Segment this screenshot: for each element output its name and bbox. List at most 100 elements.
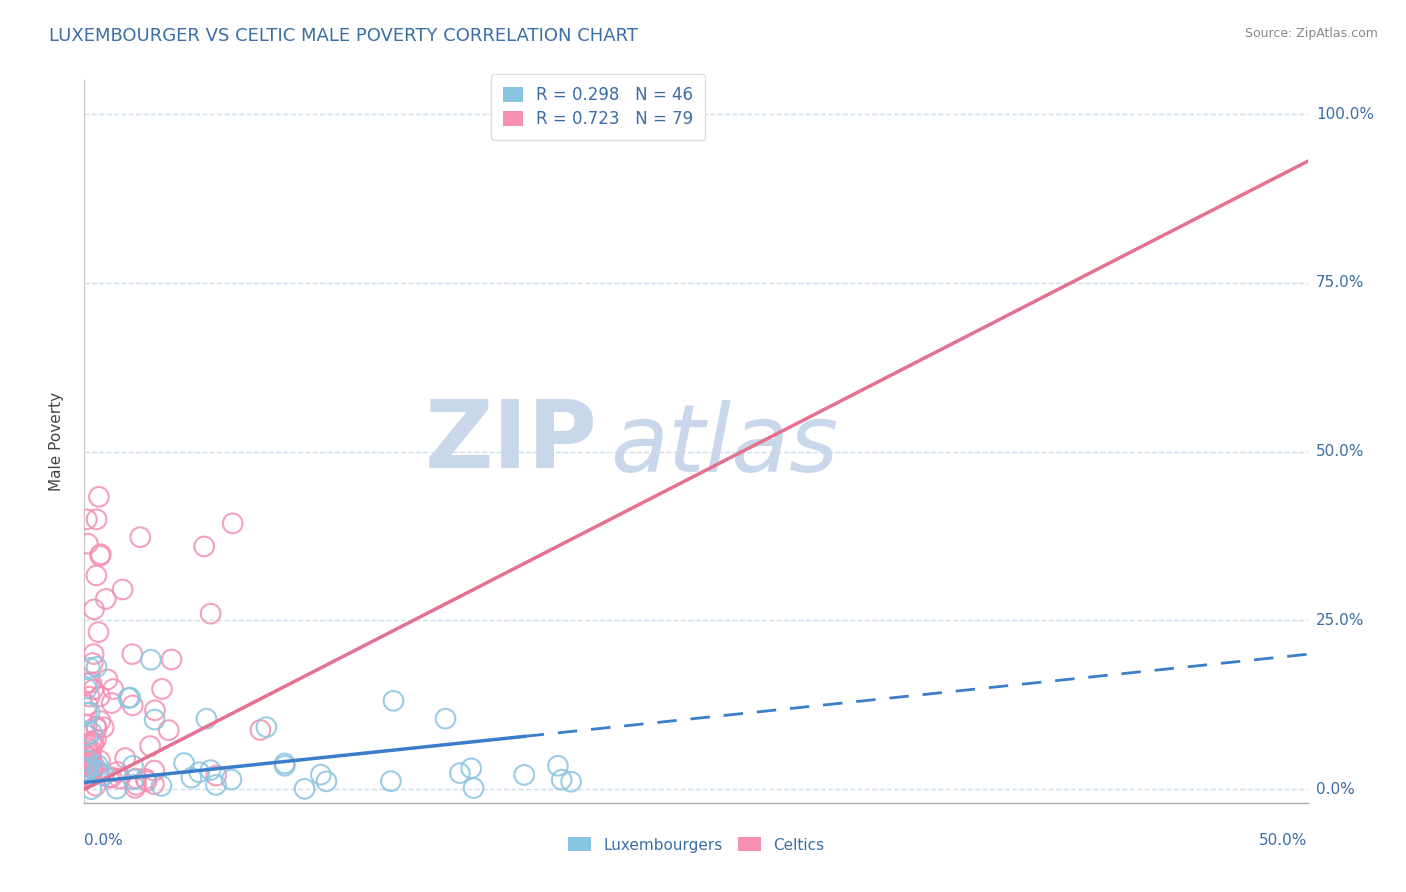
Point: [180, 771, 202, 785]
Point: [90, 547, 112, 561]
Point: [195, 712, 218, 726]
Point: [76, 718, 98, 732]
Text: LUXEMBOURGER VS CELTIC MALE POVERTY CORRELATION CHART: LUXEMBOURGER VS CELTIC MALE POVERTY CORR…: [49, 27, 638, 45]
Point: [273, 756, 295, 771]
Point: [382, 694, 405, 708]
Point: [76, 512, 98, 526]
Text: 100.0%: 100.0%: [1316, 106, 1374, 121]
Point: [143, 703, 166, 717]
Text: 0.0%: 0.0%: [1316, 781, 1354, 797]
Point: [200, 763, 222, 777]
Point: [249, 723, 271, 737]
Point: [120, 690, 142, 705]
Point: [86, 763, 108, 777]
Point: [80, 743, 103, 757]
Point: [83, 647, 105, 661]
Point: [98, 771, 121, 785]
Point: [79, 759, 101, 773]
Point: [76, 706, 98, 720]
Point: [87, 625, 110, 640]
Point: [200, 607, 222, 621]
Point: [547, 758, 569, 772]
Y-axis label: Male Poverty: Male Poverty: [49, 392, 63, 491]
Point: [79, 756, 101, 771]
Legend: Luxembourgers, Celtics: Luxembourgers, Celtics: [561, 830, 831, 860]
Point: [143, 764, 166, 778]
Point: [86, 660, 108, 674]
Point: [76, 769, 98, 783]
Text: 75.0%: 75.0%: [1316, 276, 1364, 291]
Point: [254, 720, 277, 734]
Point: [100, 696, 122, 710]
Point: [86, 722, 108, 736]
Point: [77, 760, 100, 774]
Text: Source: ZipAtlas.com: Source: ZipAtlas.com: [1244, 27, 1378, 40]
Point: [294, 781, 316, 796]
Text: ZIP: ZIP: [425, 395, 598, 488]
Point: [434, 712, 457, 726]
Point: [80, 769, 103, 783]
Point: [76, 729, 98, 743]
Point: [117, 691, 139, 706]
Point: [129, 530, 152, 544]
Point: [76, 754, 98, 768]
Point: [551, 772, 574, 787]
Point: [221, 772, 243, 787]
Point: [315, 774, 337, 789]
Point: [96, 673, 118, 687]
Point: [124, 780, 146, 795]
Point: [76, 676, 98, 690]
Point: [84, 719, 107, 733]
Point: [89, 690, 111, 704]
Point: [143, 713, 166, 727]
Point: [82, 738, 104, 752]
Point: [103, 681, 125, 696]
Point: [86, 512, 108, 526]
Point: [83, 759, 105, 773]
Point: [560, 774, 582, 789]
Point: [84, 732, 107, 747]
Point: [80, 760, 103, 774]
Point: [125, 778, 148, 792]
Point: [77, 764, 100, 778]
Point: [193, 540, 215, 554]
Point: [77, 537, 100, 551]
Point: [80, 782, 103, 797]
Point: [513, 768, 536, 782]
Point: [82, 758, 104, 772]
Point: [160, 652, 183, 666]
Point: [80, 754, 103, 768]
Point: [79, 661, 101, 675]
Point: [86, 568, 108, 582]
Point: [80, 748, 103, 763]
Point: [83, 735, 105, 749]
Point: [114, 751, 136, 765]
Point: [125, 772, 148, 786]
Point: [79, 706, 101, 720]
Point: [79, 690, 101, 704]
Text: 50.0%: 50.0%: [1316, 444, 1364, 459]
Point: [77, 750, 100, 764]
Point: [122, 758, 145, 772]
Point: [76, 754, 98, 768]
Point: [94, 591, 117, 606]
Point: [79, 754, 101, 768]
Text: 50.0%: 50.0%: [1260, 833, 1308, 848]
Point: [205, 768, 228, 782]
Point: [139, 739, 162, 753]
Point: [111, 582, 134, 597]
Point: [121, 698, 143, 713]
Point: [463, 780, 485, 795]
Text: 0.0%: 0.0%: [84, 833, 124, 848]
Point: [80, 725, 103, 739]
Point: [135, 774, 157, 789]
Point: [460, 761, 482, 775]
Point: [76, 759, 98, 773]
Point: [135, 772, 157, 786]
Point: [150, 681, 173, 696]
Point: [188, 765, 211, 780]
Point: [89, 754, 111, 768]
Point: [93, 768, 115, 782]
Point: [222, 516, 245, 531]
Point: [76, 741, 98, 756]
